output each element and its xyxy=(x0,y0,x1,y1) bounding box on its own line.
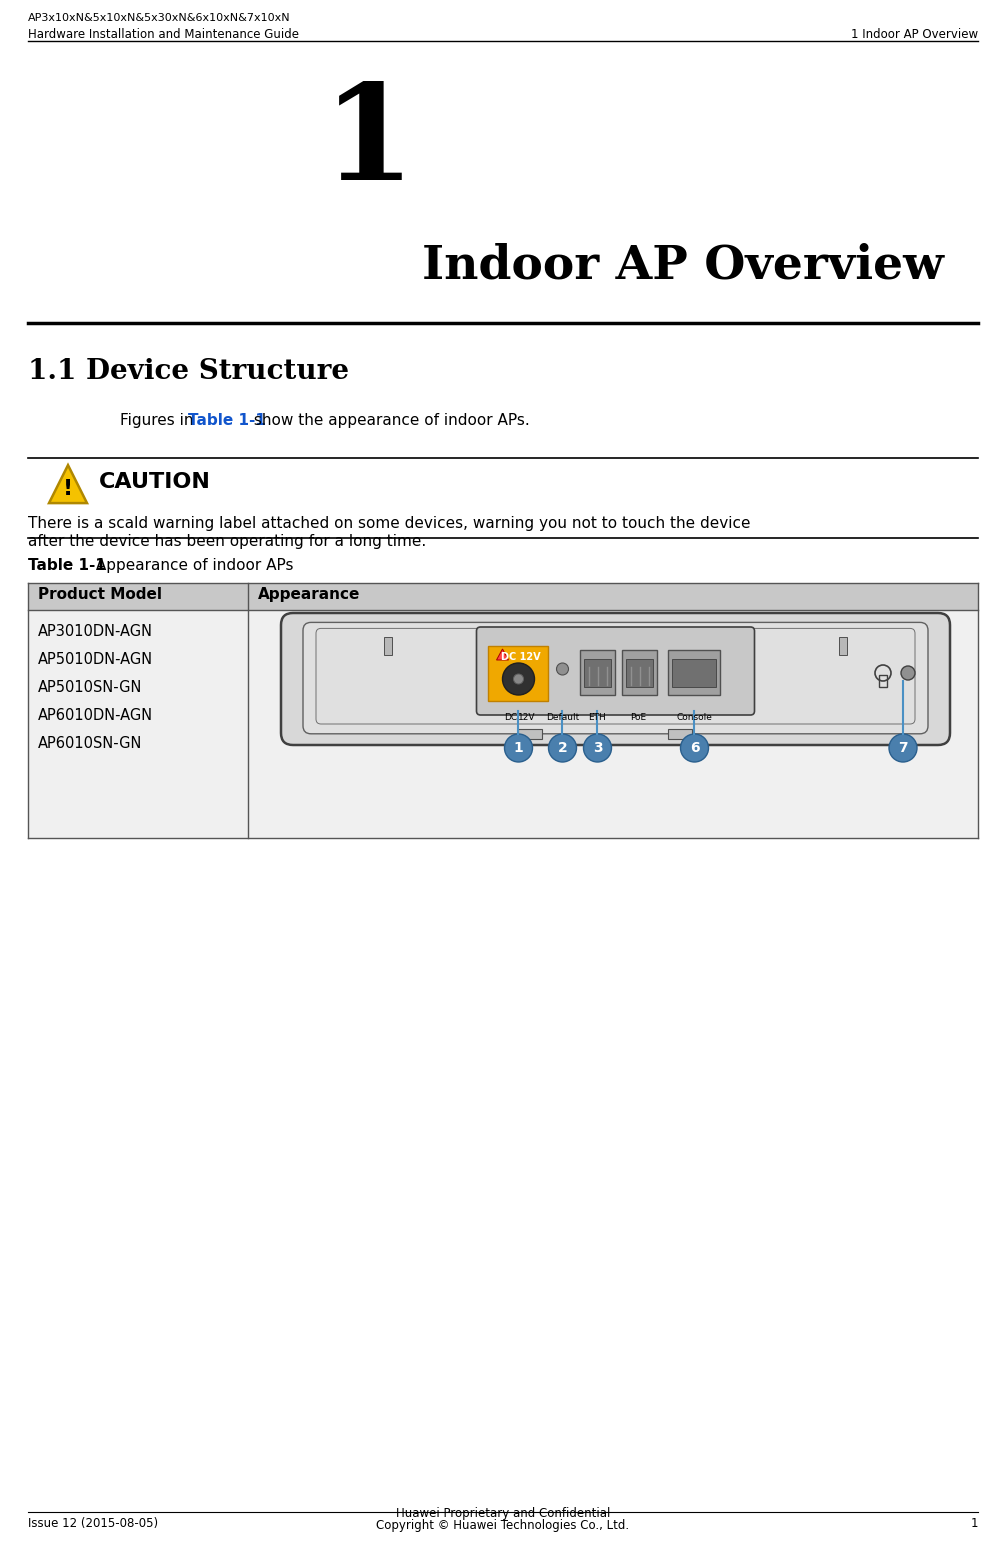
Circle shape xyxy=(513,674,523,684)
Bar xyxy=(669,729,692,739)
Polygon shape xyxy=(49,466,87,503)
Text: !: ! xyxy=(63,480,73,499)
Text: AP3010DN-AGN: AP3010DN-AGN xyxy=(38,624,153,640)
FancyBboxPatch shape xyxy=(281,613,950,745)
Text: 2: 2 xyxy=(557,742,567,756)
Text: Indoor AP Overview: Indoor AP Overview xyxy=(422,241,944,289)
Bar xyxy=(879,674,887,687)
Bar xyxy=(28,610,978,837)
Text: AP5010DN-AGN: AP5010DN-AGN xyxy=(38,652,153,666)
Circle shape xyxy=(889,734,917,762)
FancyBboxPatch shape xyxy=(580,651,616,695)
Text: Copyright © Huawei Technologies Co., Ltd.: Copyright © Huawei Technologies Co., Ltd… xyxy=(376,1519,630,1532)
FancyBboxPatch shape xyxy=(477,627,754,715)
Bar xyxy=(585,651,646,655)
Text: 12V: 12V xyxy=(518,713,535,721)
Text: Console: Console xyxy=(677,713,712,721)
Text: AP6010SN-GN: AP6010SN-GN xyxy=(38,735,143,751)
Text: !: ! xyxy=(501,652,504,659)
Text: Figures in: Figures in xyxy=(120,412,198,428)
Text: 1 Indoor AP Overview: 1 Indoor AP Overview xyxy=(851,28,978,41)
Circle shape xyxy=(556,663,568,674)
Text: 1: 1 xyxy=(323,78,415,209)
Bar xyxy=(672,659,716,687)
Bar xyxy=(839,637,847,655)
FancyBboxPatch shape xyxy=(669,651,720,695)
Text: Appearance of indoor APs: Appearance of indoor APs xyxy=(91,558,294,572)
Text: 7: 7 xyxy=(898,742,907,756)
Text: 1: 1 xyxy=(971,1516,978,1530)
Polygon shape xyxy=(497,649,508,660)
Text: AP3x10xN&5x10xN&5x30xN&6x10xN&7x10xN: AP3x10xN&5x10xN&5x30xN&6x10xN&7x10xN xyxy=(28,13,291,24)
Text: There is a scald warning label attached on some devices, warning you not to touc: There is a scald warning label attached … xyxy=(28,516,750,532)
Text: PoE: PoE xyxy=(631,713,647,721)
Bar xyxy=(28,583,978,610)
Text: DC 12V: DC 12V xyxy=(501,652,540,662)
Text: DC: DC xyxy=(504,713,517,721)
Text: show the appearance of indoor APs.: show the appearance of indoor APs. xyxy=(248,412,529,428)
FancyBboxPatch shape xyxy=(303,622,928,734)
Text: Table 1-1: Table 1-1 xyxy=(188,412,266,428)
Circle shape xyxy=(504,734,532,762)
Circle shape xyxy=(548,734,576,762)
Text: CAUTION: CAUTION xyxy=(99,472,211,492)
Text: 3: 3 xyxy=(593,742,603,756)
Text: 1.1 Device Structure: 1.1 Device Structure xyxy=(28,358,349,386)
Text: AP5010SN-GN: AP5010SN-GN xyxy=(38,681,143,695)
Text: Hardware Installation and Maintenance Guide: Hardware Installation and Maintenance Gu… xyxy=(28,28,299,41)
Circle shape xyxy=(680,734,708,762)
Circle shape xyxy=(901,666,915,681)
Text: AP6010DN-AGN: AP6010DN-AGN xyxy=(38,709,153,723)
Text: 6: 6 xyxy=(690,742,699,756)
Bar xyxy=(584,659,612,687)
Text: 1: 1 xyxy=(514,742,523,756)
Text: ETH: ETH xyxy=(589,713,607,721)
Circle shape xyxy=(583,734,612,762)
Bar xyxy=(489,646,548,701)
Text: Huawei Proprietary and Confidential: Huawei Proprietary and Confidential xyxy=(395,1507,611,1519)
Bar xyxy=(518,729,542,739)
Text: Issue 12 (2015-08-05): Issue 12 (2015-08-05) xyxy=(28,1516,158,1530)
Text: Product Model: Product Model xyxy=(38,586,162,602)
Text: after the device has been operating for a long time.: after the device has been operating for … xyxy=(28,535,427,549)
FancyBboxPatch shape xyxy=(623,651,658,695)
Bar xyxy=(627,659,654,687)
Text: Table 1-1: Table 1-1 xyxy=(28,558,106,572)
Text: Default: Default xyxy=(546,713,579,721)
Bar xyxy=(384,637,392,655)
Text: Appearance: Appearance xyxy=(258,586,360,602)
Circle shape xyxy=(503,663,534,695)
